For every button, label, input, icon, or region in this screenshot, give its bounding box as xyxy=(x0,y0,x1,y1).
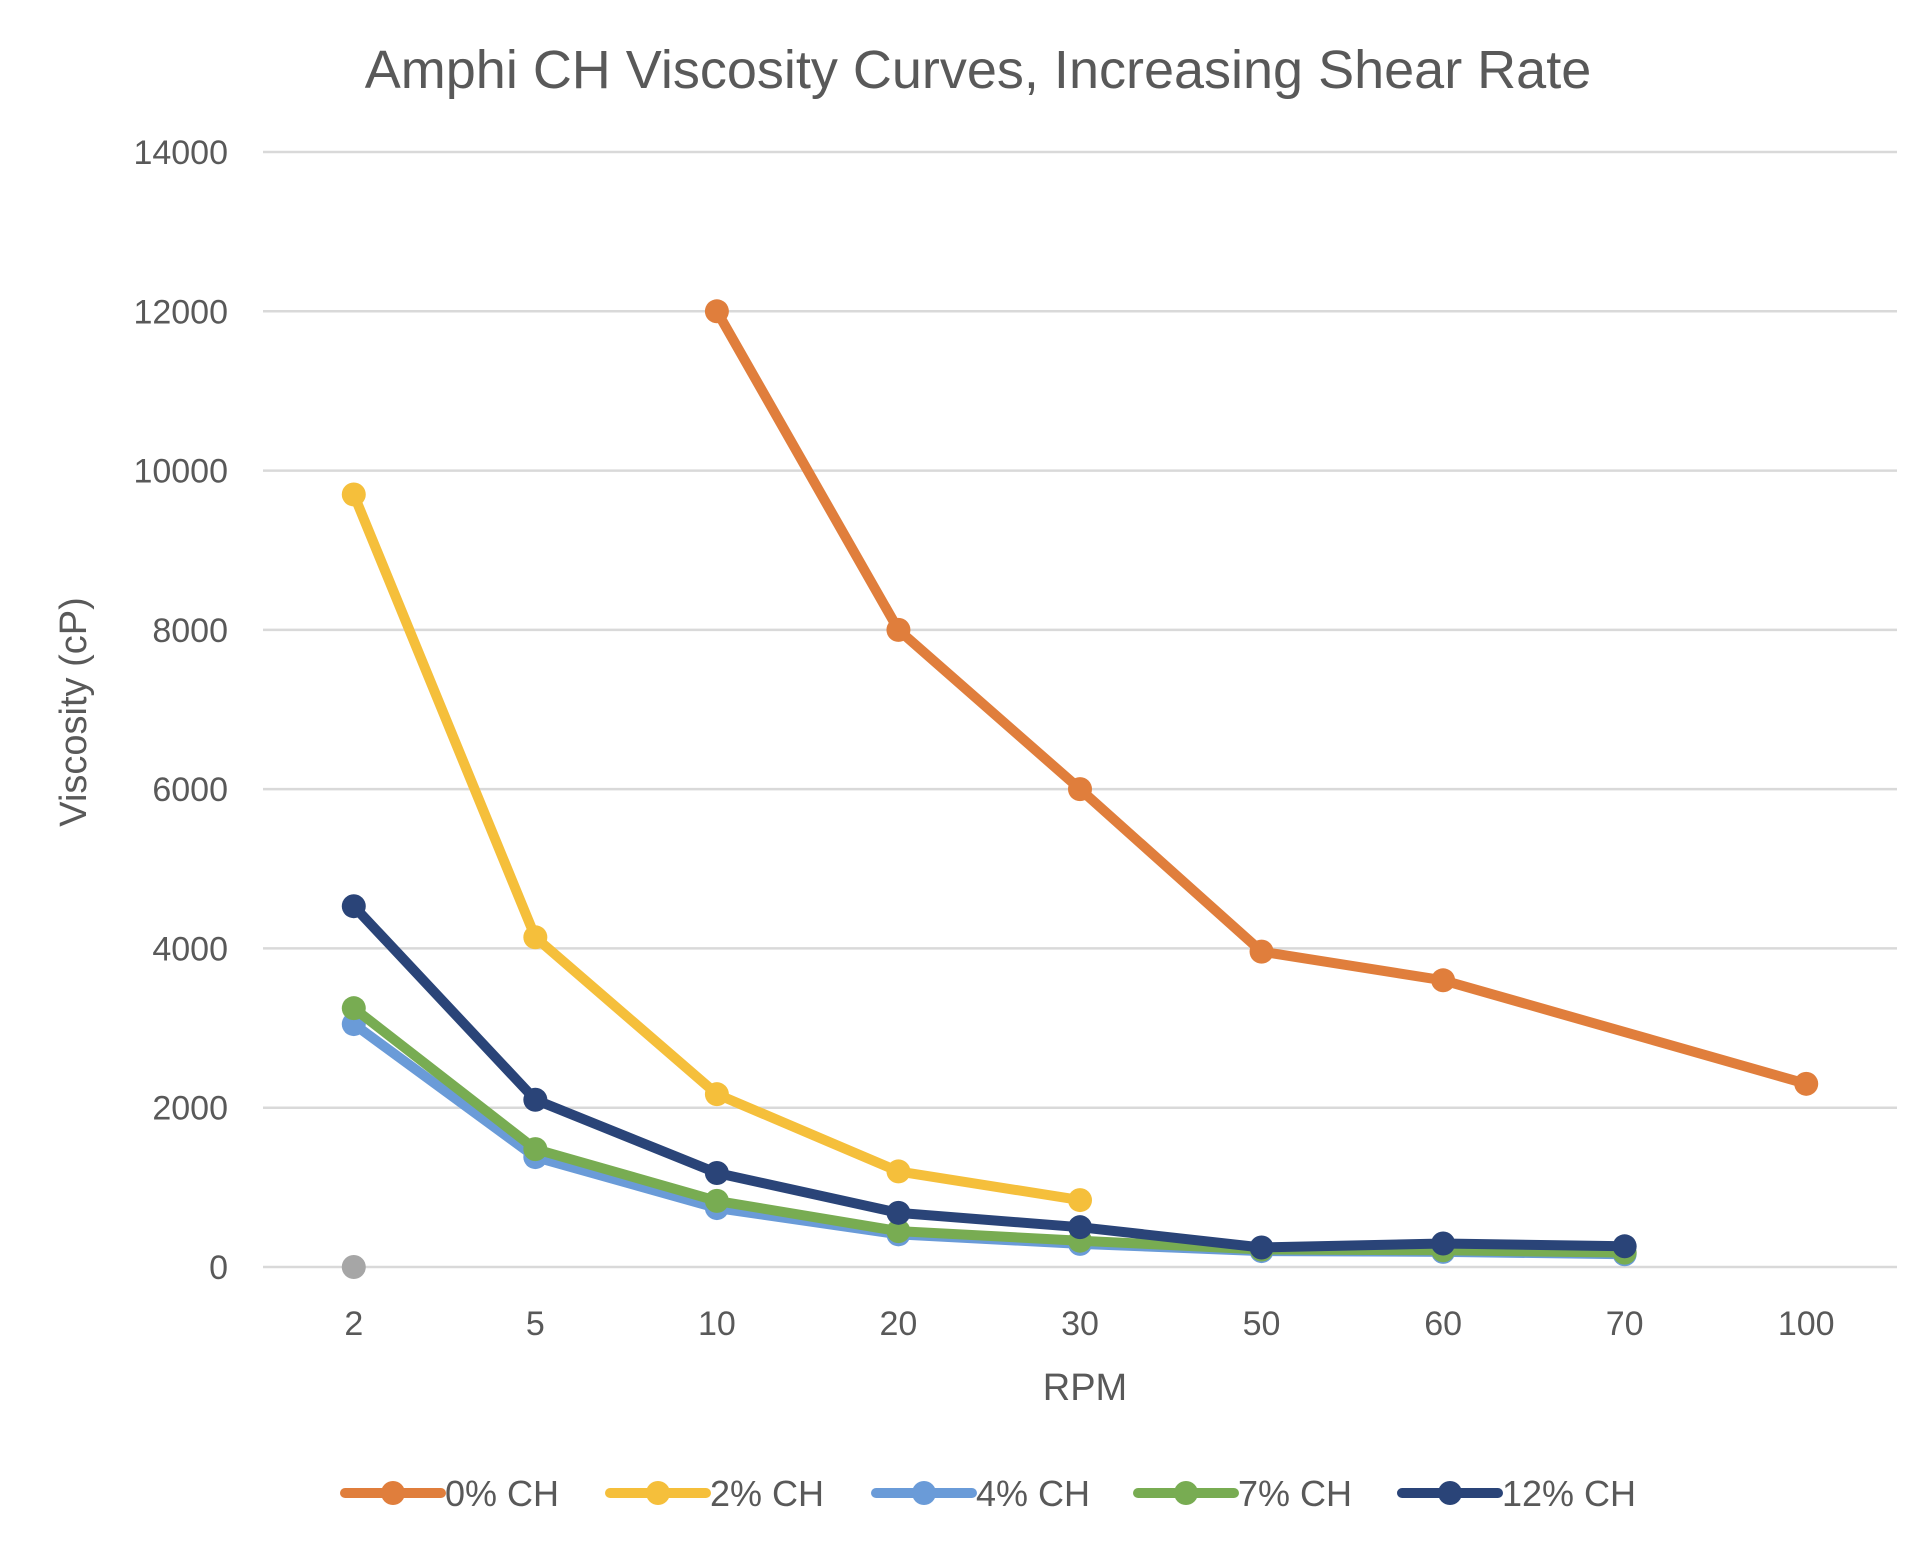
data-point xyxy=(341,482,366,507)
legend-marker-icon xyxy=(912,1481,936,1505)
legend: 0% CH 2% CH 4% CH 7% CH 12% CH xyxy=(340,1473,1636,1514)
legend-item: 4% CH xyxy=(871,1473,1090,1514)
data-point xyxy=(1068,1215,1092,1240)
legend-label: 7% CH xyxy=(1238,1473,1352,1514)
data-point xyxy=(341,996,366,1021)
x-tick-label: 2 xyxy=(344,1305,363,1343)
x-tick-label: 5 xyxy=(526,1305,545,1343)
x-axis-label: RPM xyxy=(1043,1367,1127,1409)
data-point xyxy=(1612,1234,1637,1259)
legend-label: 12% CH xyxy=(1502,1473,1636,1514)
y-tick-label: 0 xyxy=(209,1249,228,1287)
series-group xyxy=(341,299,1819,1279)
legend-item: 0% CH xyxy=(340,1473,559,1514)
legend-marker-icon xyxy=(1438,1481,1462,1505)
series-line xyxy=(711,306,1812,1089)
x-tick-label: 60 xyxy=(1424,1305,1462,1343)
gridlines xyxy=(263,150,1897,1269)
y-tick-label: 6000 xyxy=(152,771,228,809)
series-2-ch xyxy=(341,482,1092,1213)
legend-item: 2% CH xyxy=(605,1473,824,1514)
data-point xyxy=(704,299,729,324)
y-tick-labels: 0 2000 4000 6000 8000 10000 12000 14000 xyxy=(133,134,228,1287)
y-tick-label: 2000 xyxy=(152,1090,228,1128)
chart-title: Amphi CH Viscosity Curves, Increasing Sh… xyxy=(365,40,1592,100)
data-point xyxy=(1249,939,1274,964)
y-tick-label: 8000 xyxy=(152,612,228,650)
series-line xyxy=(348,1003,1630,1258)
y-tick-label: 10000 xyxy=(133,453,228,491)
legend-marker-icon xyxy=(381,1481,405,1505)
y-tick-label: 14000 xyxy=(133,134,228,172)
data-point xyxy=(1068,777,1092,802)
data-point xyxy=(523,925,548,950)
legend-marker-icon xyxy=(646,1481,670,1505)
legend-item: 7% CH xyxy=(1133,1473,1352,1514)
legend-label: 0% CH xyxy=(445,1473,559,1514)
legend-marker-icon xyxy=(1174,1481,1198,1505)
y-tick-label: 4000 xyxy=(152,930,228,968)
data-point xyxy=(1068,1188,1092,1213)
data-point xyxy=(1431,968,1456,993)
data-point xyxy=(1794,1071,1819,1096)
legend-label: 2% CH xyxy=(710,1473,824,1514)
data-point xyxy=(704,1188,729,1213)
data-point xyxy=(704,1082,729,1107)
data-point xyxy=(704,1161,729,1186)
extra-data-point xyxy=(341,1255,366,1279)
data-point xyxy=(1249,1235,1274,1260)
x-tick-label: 70 xyxy=(1606,1305,1644,1343)
series-line xyxy=(348,901,1630,1253)
x-tick-label: 50 xyxy=(1243,1305,1281,1343)
legend-label: 4% CH xyxy=(976,1473,1090,1514)
legend-item: 12% CH xyxy=(1397,1473,1636,1514)
data-point xyxy=(523,1087,548,1112)
data-point xyxy=(886,1200,911,1225)
x-tick-label: 20 xyxy=(880,1305,918,1343)
x-tick-labels: 2 5 10 20 30 50 60 70 100 xyxy=(344,1305,1834,1343)
data-point xyxy=(886,1159,911,1184)
series-12-ch xyxy=(341,894,1637,1260)
data-point xyxy=(341,894,366,919)
series-0-ch xyxy=(704,299,1819,1096)
x-tick-label: 30 xyxy=(1061,1305,1099,1343)
data-point xyxy=(523,1137,548,1162)
x-tick-label: 100 xyxy=(1778,1305,1835,1343)
data-point xyxy=(1431,1231,1456,1256)
data-point xyxy=(886,1219,911,1244)
data-point xyxy=(886,617,911,642)
y-tick-label: 12000 xyxy=(133,293,228,331)
y-axis-label: Viscosity (cP) xyxy=(53,597,95,826)
x-tick-label: 10 xyxy=(698,1305,736,1343)
